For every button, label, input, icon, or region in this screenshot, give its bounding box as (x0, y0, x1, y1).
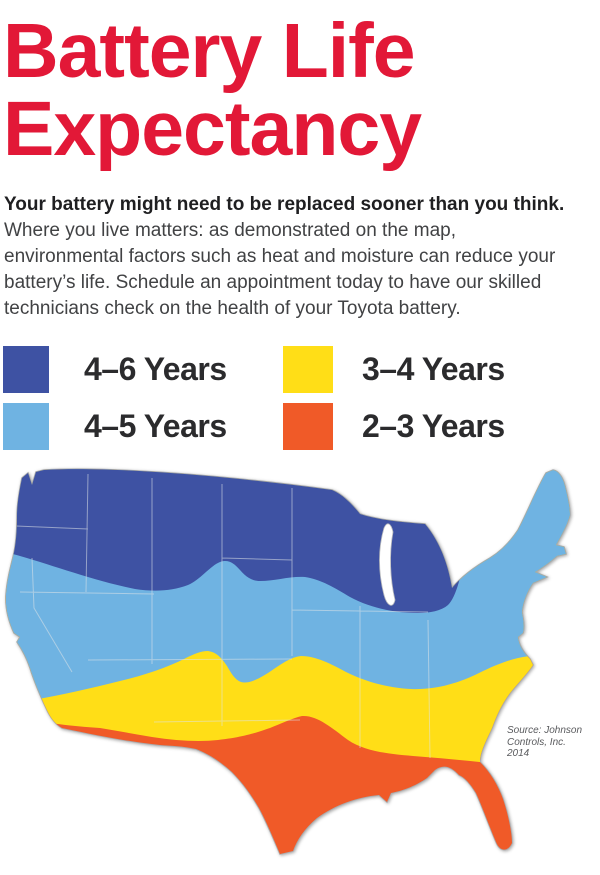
intro-body: Where you live matters: as demonstrated … (4, 220, 556, 319)
legend: 4–6 Years 4–5 Years 3–4 Years 2–3 Years (0, 346, 600, 456)
legend-swatch-4-5-years (3, 403, 49, 450)
legend-label-3-4-years: 3–4 Years (362, 351, 505, 387)
intro-text: Your battery might need to be replaced s… (4, 192, 580, 322)
source-line3: 2014 (507, 748, 530, 759)
legend-label-4-6-years: 4–6 Years (84, 351, 227, 387)
legend-swatch-3-4-years (283, 346, 333, 393)
map-source-attribution: Source: Johnson Controls, Inc. 2014 (507, 725, 595, 760)
page-title-line1: Battery Life (3, 8, 416, 94)
us-landmass (5, 468, 571, 855)
legend-label-4-5-years: 4–5 Years (84, 408, 227, 444)
page-title-line2: Expectancy (3, 86, 422, 172)
legend-swatch-2-3-years (283, 403, 333, 450)
page-title: Battery Life Expectancy (3, 12, 593, 168)
legend-label-2-3-years: 2–3 Years (362, 408, 505, 444)
legend-swatch-4-6-years (3, 346, 49, 393)
intro-lead: Your battery might need to be replaced s… (4, 194, 565, 215)
source-line2: Controls, Inc. (507, 736, 566, 748)
source-line1: Source: Johnson (507, 725, 583, 736)
state-borders (15, 473, 431, 759)
us-map-svg (5, 468, 571, 855)
us-battery-life-map (0, 460, 600, 860)
lake-michigan (379, 523, 396, 606)
